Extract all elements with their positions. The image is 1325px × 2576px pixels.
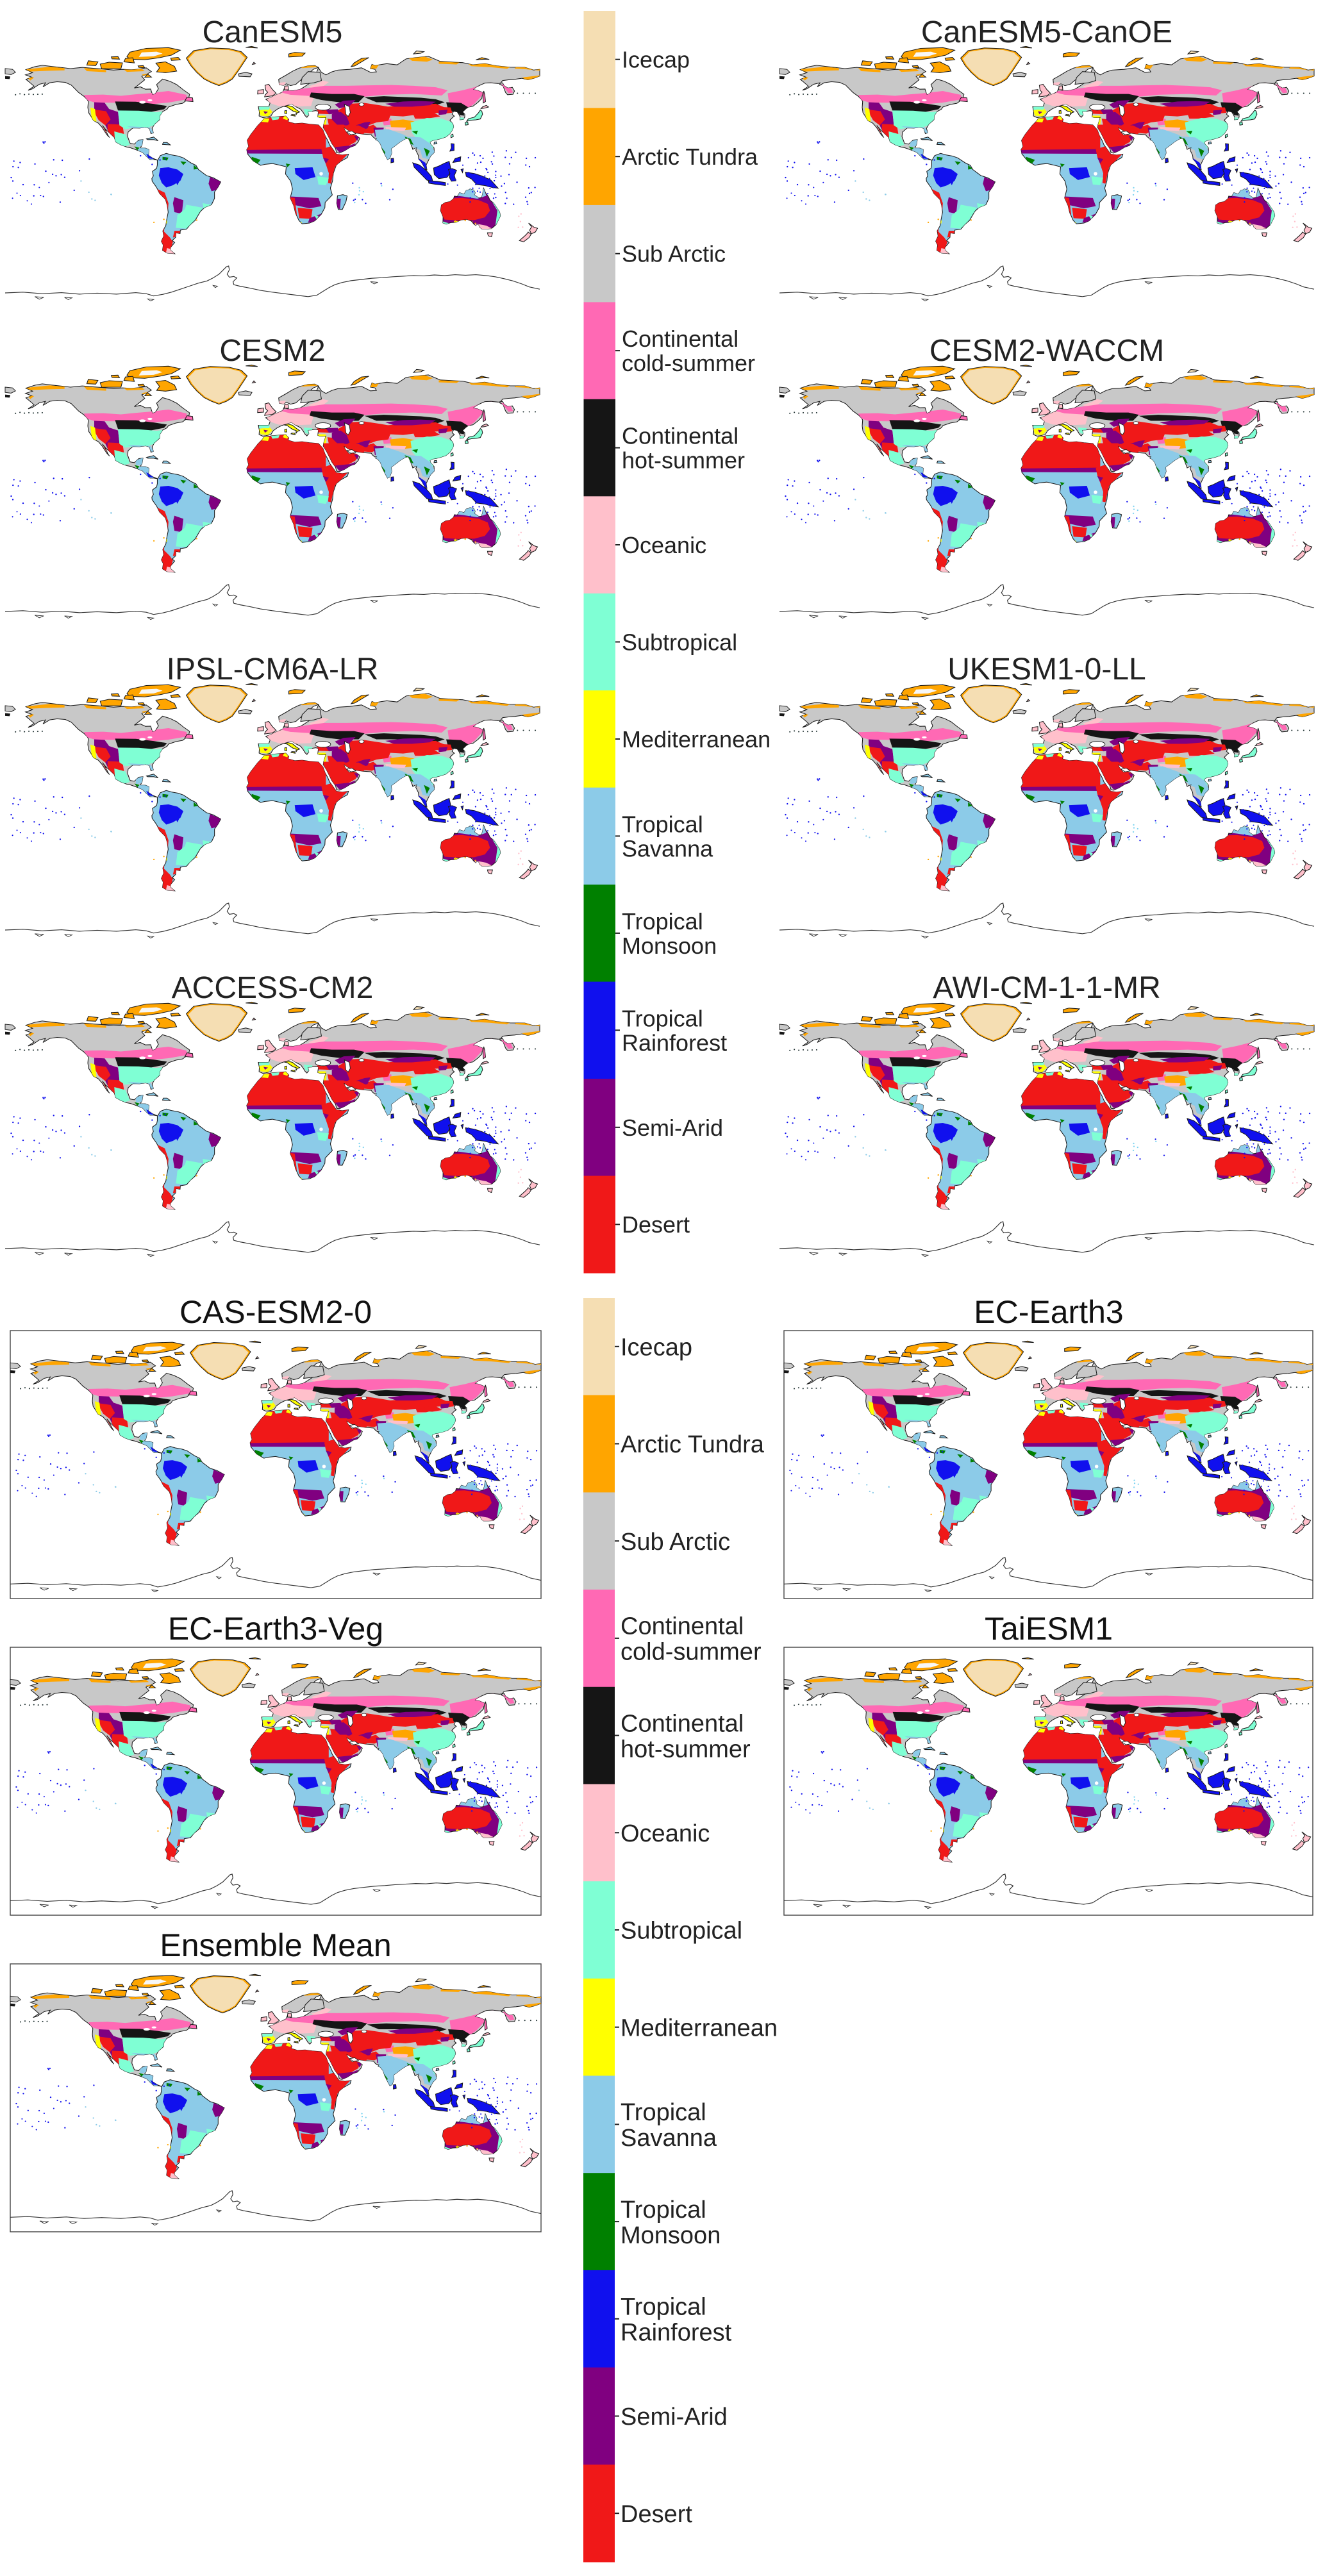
svg-text:EC-Earth3: EC-Earth3 — [974, 1294, 1123, 1330]
svg-text:Monsoon: Monsoon — [621, 2222, 721, 2249]
svg-text:CanESM5-CanOE: CanESM5-CanOE — [921, 15, 1172, 49]
svg-text:EC-Earth3-Veg: EC-Earth3-Veg — [168, 1611, 383, 1647]
svg-text:Desert: Desert — [621, 2501, 692, 2528]
svg-text:Semi-Arid: Semi-Arid — [622, 1115, 723, 1141]
svg-text:Savanna: Savanna — [621, 2125, 717, 2152]
svg-text:Subtropical: Subtropical — [622, 629, 737, 656]
svg-text:Tropical: Tropical — [621, 2293, 706, 2320]
svg-text:Semi-Arid: Semi-Arid — [621, 2404, 728, 2431]
svg-text:Mediterranean: Mediterranean — [621, 2015, 778, 2041]
svg-text:Arctic Tundra: Arctic Tundra — [622, 144, 758, 170]
svg-text:Tropical: Tropical — [622, 908, 703, 935]
svg-text:CAS-ESM2-0: CAS-ESM2-0 — [179, 1294, 372, 1330]
svg-text:Oceanic: Oceanic — [622, 532, 706, 558]
svg-text:Continental: Continental — [621, 1710, 744, 1737]
svg-text:Tropical: Tropical — [622, 1005, 703, 1031]
svg-text:Desert: Desert — [622, 1211, 690, 1238]
svg-text:hot-summer: hot-summer — [621, 1736, 751, 1763]
svg-text:Tropical: Tropical — [621, 2099, 706, 2126]
svg-text:ACCESS-CM2: ACCESS-CM2 — [172, 971, 374, 1005]
svg-text:Tropical: Tropical — [621, 2197, 706, 2223]
svg-text:Oceanic: Oceanic — [621, 1820, 710, 1847]
svg-text:Tropical: Tropical — [622, 811, 703, 837]
svg-text:Sub Arctic: Sub Arctic — [621, 1529, 730, 1556]
svg-text:hot-summer: hot-summer — [622, 447, 745, 474]
svg-text:IPSL-CM6A-LR: IPSL-CM6A-LR — [167, 652, 379, 686]
svg-text:AWI-CM-1-1-MR: AWI-CM-1-1-MR — [933, 971, 1161, 1005]
svg-text:Ensemble Mean: Ensemble Mean — [160, 1927, 391, 1963]
svg-text:CanESM5: CanESM5 — [203, 15, 343, 49]
svg-text:Icecap: Icecap — [621, 1334, 692, 1361]
svg-text:Continental: Continental — [622, 326, 738, 352]
svg-text:Mediterranean: Mediterranean — [622, 726, 771, 752]
svg-text:CESM2-WACCM: CESM2-WACCM — [929, 334, 1164, 368]
svg-text:Rainforest: Rainforest — [621, 2319, 732, 2346]
svg-text:Continental: Continental — [621, 1613, 744, 1640]
svg-text:Icecap: Icecap — [622, 47, 690, 73]
svg-text:cold-summer: cold-summer — [622, 350, 755, 376]
svg-text:Savanna: Savanna — [622, 835, 713, 861]
svg-text:UKESM1-0-LL: UKESM1-0-LL — [947, 652, 1146, 686]
svg-text:Sub Arctic: Sub Arctic — [622, 241, 726, 267]
svg-text:Rainforest: Rainforest — [622, 1029, 727, 1056]
svg-text:TaiESM1: TaiESM1 — [985, 1611, 1113, 1647]
svg-text:Monsoon: Monsoon — [622, 933, 717, 959]
svg-text:CESM2: CESM2 — [219, 334, 325, 368]
svg-text:Continental: Continental — [622, 423, 738, 449]
svg-text:Arctic Tundra: Arctic Tundra — [621, 1431, 765, 1458]
svg-text:cold-summer: cold-summer — [621, 1639, 762, 1666]
svg-text:Subtropical: Subtropical — [621, 1918, 742, 1945]
